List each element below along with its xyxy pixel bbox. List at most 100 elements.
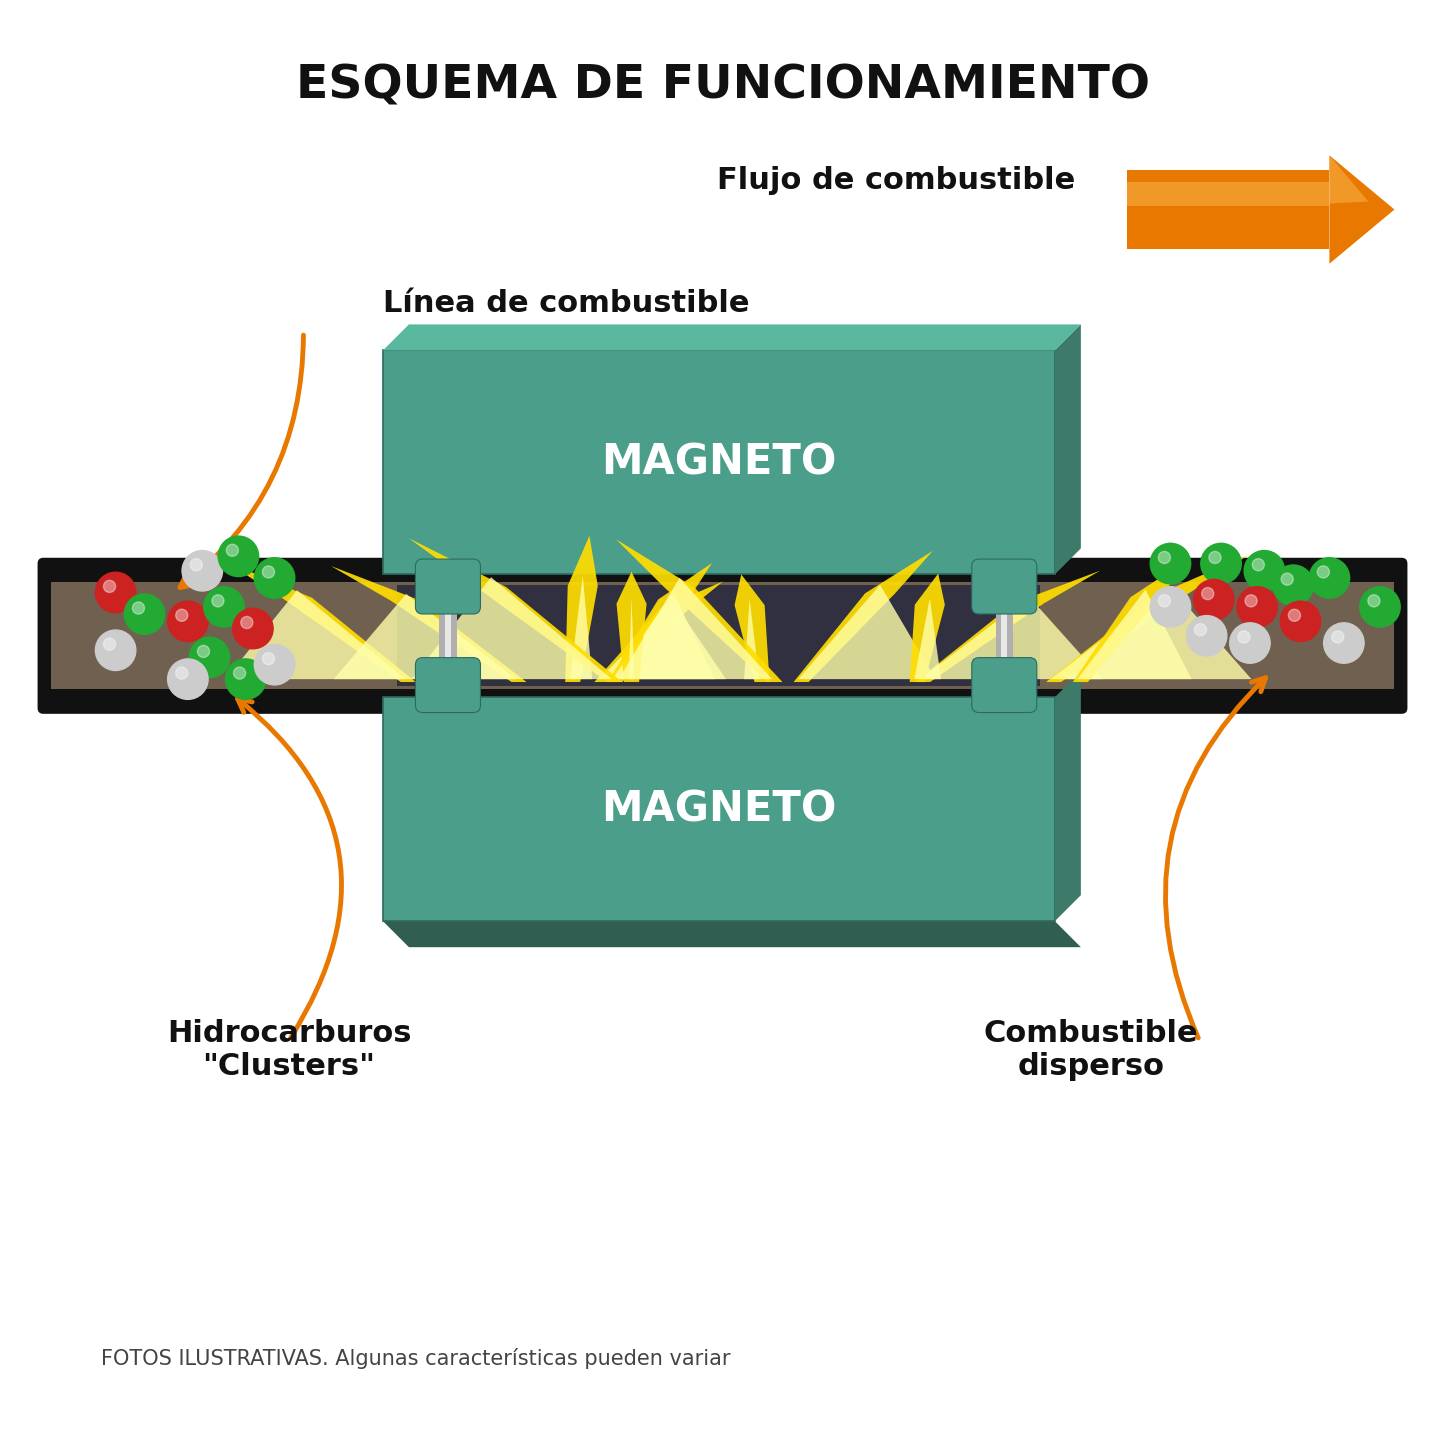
Circle shape: [234, 668, 246, 679]
FancyBboxPatch shape: [445, 607, 451, 665]
Polygon shape: [1329, 156, 1368, 204]
Circle shape: [204, 587, 244, 627]
Text: Línea de combustible: Línea de combustible: [383, 289, 750, 318]
FancyBboxPatch shape: [416, 657, 480, 712]
Polygon shape: [600, 603, 725, 679]
Circle shape: [1150, 587, 1191, 627]
Circle shape: [1246, 595, 1257, 607]
FancyBboxPatch shape: [416, 559, 480, 614]
Polygon shape: [617, 572, 646, 682]
Circle shape: [124, 594, 165, 634]
Circle shape: [254, 558, 295, 598]
Circle shape: [1159, 552, 1170, 564]
Circle shape: [225, 659, 266, 699]
FancyBboxPatch shape: [971, 657, 1038, 712]
Circle shape: [1237, 587, 1277, 627]
Text: ESQUEMA DE FUNCIONAMIENTO: ESQUEMA DE FUNCIONAMIENTO: [295, 64, 1150, 108]
Polygon shape: [798, 585, 935, 679]
FancyBboxPatch shape: [439, 607, 457, 665]
Polygon shape: [915, 598, 941, 679]
Polygon shape: [915, 571, 1100, 682]
Circle shape: [95, 572, 136, 613]
Polygon shape: [1078, 590, 1192, 679]
Polygon shape: [629, 597, 634, 679]
Circle shape: [1194, 579, 1234, 620]
Polygon shape: [412, 577, 611, 679]
Circle shape: [1195, 624, 1207, 636]
Polygon shape: [409, 538, 623, 682]
Polygon shape: [223, 559, 416, 682]
Circle shape: [168, 659, 208, 699]
Circle shape: [1309, 558, 1350, 598]
FancyBboxPatch shape: [1127, 169, 1329, 250]
Circle shape: [176, 610, 188, 621]
Polygon shape: [1072, 559, 1189, 682]
Polygon shape: [383, 324, 1081, 350]
Circle shape: [263, 566, 275, 578]
Circle shape: [1318, 566, 1329, 578]
Polygon shape: [734, 575, 770, 682]
FancyBboxPatch shape: [38, 558, 1407, 714]
FancyBboxPatch shape: [51, 582, 1394, 689]
Circle shape: [1324, 623, 1364, 663]
FancyBboxPatch shape: [383, 350, 1055, 574]
Text: MAGNETO: MAGNETO: [601, 788, 837, 831]
Polygon shape: [1051, 587, 1251, 679]
Circle shape: [176, 668, 188, 679]
Circle shape: [218, 536, 259, 577]
Circle shape: [1289, 610, 1300, 621]
Polygon shape: [1329, 156, 1394, 264]
Circle shape: [1150, 543, 1191, 584]
Circle shape: [1368, 595, 1380, 607]
Polygon shape: [618, 578, 772, 679]
Circle shape: [1202, 588, 1214, 600]
Text: Combustible
disperso: Combustible disperso: [984, 1019, 1198, 1081]
Circle shape: [1280, 601, 1321, 642]
Polygon shape: [920, 597, 1103, 679]
Text: Hidrocarburos
"Clusters": Hidrocarburos "Clusters": [166, 1019, 412, 1081]
Circle shape: [1273, 565, 1314, 605]
Polygon shape: [616, 539, 782, 682]
Circle shape: [1186, 616, 1227, 656]
Circle shape: [104, 581, 116, 592]
Circle shape: [233, 608, 273, 649]
Polygon shape: [607, 564, 712, 682]
Circle shape: [241, 617, 253, 629]
Circle shape: [1282, 574, 1293, 585]
Circle shape: [1238, 631, 1250, 643]
Polygon shape: [225, 590, 406, 679]
FancyBboxPatch shape: [996, 607, 1013, 665]
Circle shape: [1253, 559, 1264, 571]
Polygon shape: [383, 922, 1081, 948]
Text: FOTOS ILUSTRATIVAS. Algunas características pueden variar: FOTOS ILUSTRATIVAS. Algunas característi…: [101, 1348, 731, 1368]
Circle shape: [212, 595, 224, 607]
Circle shape: [1360, 587, 1400, 627]
Circle shape: [182, 551, 223, 591]
Polygon shape: [744, 600, 759, 679]
Polygon shape: [1055, 324, 1081, 574]
Circle shape: [227, 545, 238, 556]
Circle shape: [254, 644, 295, 685]
Polygon shape: [910, 574, 945, 682]
Circle shape: [104, 639, 116, 650]
Text: MAGNETO: MAGNETO: [601, 441, 837, 484]
Circle shape: [263, 653, 275, 665]
Circle shape: [133, 603, 144, 614]
Polygon shape: [334, 594, 516, 679]
Circle shape: [191, 559, 202, 571]
Circle shape: [168, 601, 208, 642]
Polygon shape: [565, 536, 598, 682]
Circle shape: [1230, 623, 1270, 663]
Polygon shape: [594, 581, 722, 682]
Circle shape: [1159, 595, 1170, 607]
Circle shape: [1209, 552, 1221, 564]
Circle shape: [95, 630, 136, 670]
Polygon shape: [793, 551, 933, 682]
FancyBboxPatch shape: [971, 559, 1038, 614]
Text: Flujo de combustible: Flujo de combustible: [717, 166, 1075, 195]
Polygon shape: [1055, 670, 1081, 922]
Polygon shape: [569, 575, 592, 679]
FancyBboxPatch shape: [1127, 182, 1329, 205]
FancyBboxPatch shape: [397, 585, 1040, 686]
Polygon shape: [613, 592, 715, 679]
